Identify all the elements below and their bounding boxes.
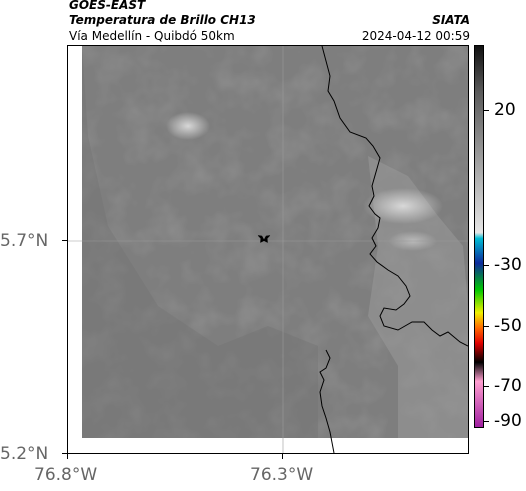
cb-tick-20 bbox=[484, 110, 489, 111]
coastline-south bbox=[319, 349, 335, 453]
satellite-image bbox=[68, 46, 468, 453]
y-tick-5.7 bbox=[62, 240, 67, 241]
star-icon[interactable] bbox=[257, 235, 271, 243]
y-label-5.7N: 5.7°N bbox=[0, 231, 49, 251]
cb-tick-minus70 bbox=[484, 386, 489, 387]
x-tick-76.3 bbox=[282, 454, 283, 459]
subtitle: Vía Medellín - Quibdó 50km bbox=[69, 29, 235, 43]
colorbar-label-20: 20 bbox=[494, 100, 516, 120]
colorbar-label-minus90: -90 bbox=[494, 411, 522, 431]
cloud-patch-2 bbox=[363, 188, 443, 224]
colorbar-label-minus50: -50 bbox=[494, 316, 522, 336]
source-label: SIATA bbox=[432, 13, 470, 27]
x-tick-76.8 bbox=[67, 454, 68, 459]
x-label-76.8W: 76.8°W bbox=[34, 465, 98, 485]
cb-tick-minus50 bbox=[484, 326, 489, 327]
colorbar bbox=[474, 45, 484, 428]
colorbar-label-minus70: -70 bbox=[494, 376, 522, 396]
title-line-1: GOES-EAST bbox=[69, 0, 146, 12]
colorbar-label-minus30: -30 bbox=[494, 255, 522, 275]
datetime-label: 2024-04-12 00:59 bbox=[361, 29, 470, 43]
cloud-patch-1 bbox=[166, 112, 210, 140]
cloud-band-east bbox=[368, 156, 468, 438]
warm-land-area bbox=[82, 46, 318, 438]
title-line-2: Temperatura de Brillo CH13 bbox=[69, 13, 256, 27]
cb-tick-minus90 bbox=[484, 421, 489, 422]
coastline-east bbox=[321, 46, 468, 347]
satellite-map[interactable] bbox=[67, 45, 469, 454]
cb-tick-minus30 bbox=[484, 265, 489, 266]
x-label-76.3W: 76.3°W bbox=[250, 465, 314, 485]
y-label-5.2N: 5.2°N bbox=[0, 444, 49, 464]
y-tick-5.2 bbox=[62, 453, 67, 454]
